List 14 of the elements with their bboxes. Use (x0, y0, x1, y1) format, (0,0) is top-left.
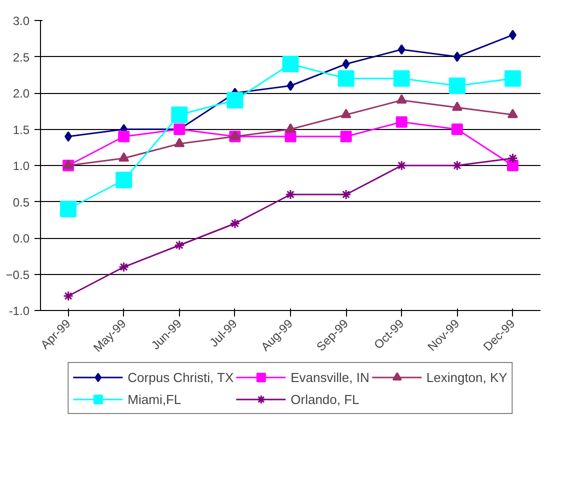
y-tick-label: 0.0 (12, 232, 30, 246)
legend-label: Corpus Christi, TX (128, 370, 234, 384)
legend-label: Miami,FL (128, 392, 182, 406)
y-tick-label: 2.5 (12, 50, 30, 64)
legend-label: Lexington, KY (426, 370, 508, 384)
legend-label: Evansville, IN (290, 370, 370, 384)
y-tick-label: 1.5 (12, 122, 30, 137)
legend-label: Orlando, FL (290, 392, 360, 406)
y-tick-label: −0.5 (6, 268, 30, 282)
y-tick-label: -1.0 (8, 304, 30, 318)
y-tick-label: 0.5 (12, 195, 30, 210)
y-tick-label: 3.0 (12, 14, 30, 28)
y-tick-label: 2.0 (12, 86, 30, 100)
y-tick-label: 1.0 (12, 159, 30, 173)
